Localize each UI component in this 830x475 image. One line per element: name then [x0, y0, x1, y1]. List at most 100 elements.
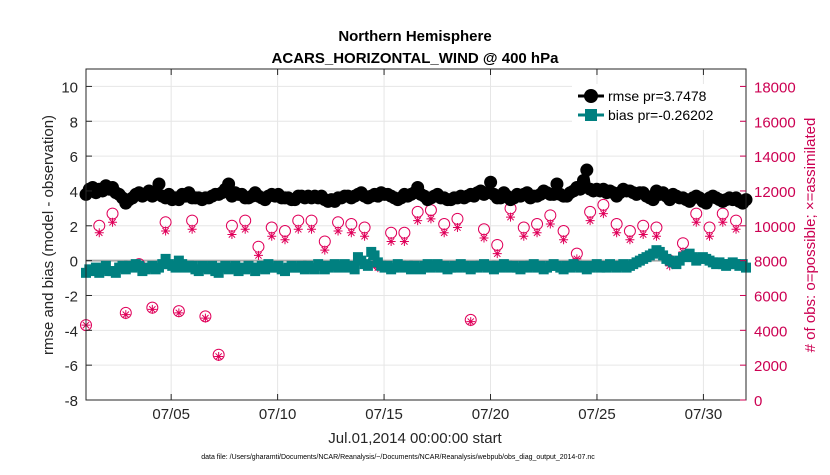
obs-assimilated-marker	[413, 216, 423, 226]
legend-box	[572, 84, 740, 130]
obs-assimilated-marker	[360, 231, 370, 241]
bias-point	[157, 259, 168, 270]
y-right-tick-label: 18000	[754, 79, 796, 96]
bias-point	[110, 267, 121, 278]
obs-assimilated-marker	[506, 212, 516, 222]
x-tick-label: 07/25	[578, 406, 616, 423]
bias-point	[207, 260, 218, 271]
obs-assimilated-marker	[691, 217, 701, 227]
bias-series-layer	[81, 245, 751, 278]
obs-assimilated-marker	[108, 217, 118, 227]
bias-point	[362, 260, 373, 271]
y-right-tick-label: 2000	[754, 358, 787, 375]
y-right-tick-label: 14000	[754, 149, 796, 166]
bias-point	[134, 260, 145, 271]
bias-point	[309, 264, 320, 275]
bias-point	[100, 260, 111, 271]
chart-subtitle: ACARS_HORIZONTAL_WIND @ 400 hPa	[272, 50, 560, 67]
obs-assimilated-marker	[426, 214, 436, 224]
x-tick-label: 07/20	[472, 406, 510, 423]
legend-rmse-label: rmse pr=3.7478	[608, 88, 707, 104]
obs-assimilated-marker	[161, 226, 171, 236]
obs-assimilated-marker	[466, 317, 476, 327]
y-left-tick-label: 2	[70, 219, 78, 236]
obs-assimilated-marker	[253, 250, 263, 260]
obs-assimilated-marker	[559, 235, 569, 245]
obs-assimilated-marker	[625, 235, 635, 245]
y-left-tick-label: 6	[70, 149, 78, 166]
obs-assimilated-marker	[227, 230, 237, 239]
obs-assimilated-marker	[214, 351, 224, 361]
obs-assimilated-marker	[320, 245, 330, 255]
obs-assimilated-marker	[731, 224, 741, 234]
rmse-point	[580, 163, 594, 177]
bias-point	[260, 264, 271, 275]
obs-assimilated-marker	[333, 226, 343, 236]
bias-point	[193, 266, 204, 277]
obs-assimilated-marker	[346, 228, 356, 238]
obs-assimilated-marker	[585, 216, 595, 226]
bias-point	[349, 264, 360, 275]
obs-assimilated-marker	[598, 209, 608, 219]
obs-assimilated-marker	[399, 236, 409, 246]
y-left-tick-label: -8	[65, 393, 78, 410]
obs-assimilated-marker	[293, 224, 303, 234]
obs-assimilated-marker	[612, 228, 622, 238]
y-axis-left-label: rmse and bias (model - observation)	[40, 115, 57, 355]
legend-bias-label: bias pr=-0.26202	[608, 107, 714, 123]
obs-assimilated-marker	[452, 223, 462, 233]
obs-assimilated-marker	[572, 254, 582, 264]
x-tick-label: 07/30	[685, 406, 723, 423]
obs-assimilated-marker	[651, 231, 661, 241]
bias-point	[369, 250, 380, 261]
obs-assimilated-marker	[280, 235, 290, 245]
obs-assimilated-marker	[519, 231, 529, 241]
x-tick-label: 07/05	[152, 406, 190, 423]
y-axis-right-label: # of obs: o=possible; ×=assimilated	[802, 118, 819, 353]
obs-assimilated-marker	[479, 233, 489, 243]
obs-assimilated-marker	[174, 308, 184, 318]
obs-assimilated-marker	[718, 217, 728, 227]
bias-point	[213, 267, 224, 278]
legend-rmse-marker	[584, 89, 598, 103]
obs-assimilated-marker	[545, 219, 555, 229]
y-right-tick-label: 10000	[754, 219, 796, 236]
obs-assimilated-marker	[200, 313, 210, 323]
y-left-tick-label: 4	[70, 184, 78, 201]
obs-assimilated-marker	[492, 249, 502, 259]
obs-assimilated-marker	[705, 231, 715, 241]
y-right-tick-label: 8000	[754, 254, 787, 271]
obs-assimilated-marker	[267, 231, 277, 241]
obs-assimilated-marker	[240, 224, 250, 234]
legend-bias-marker	[585, 109, 597, 121]
plot-frame	[85, 68, 747, 401]
x-axis-label: Jul.01,2014 00:00:00 start	[328, 430, 502, 447]
rmse-point	[152, 177, 166, 191]
obs-assimilated-marker	[386, 236, 396, 246]
y-right-tick-label: 4000	[754, 323, 787, 340]
obs-assimilated-marker	[439, 228, 449, 238]
legend: rmse pr=3.7478 bias pr=-0.26202	[572, 84, 740, 130]
y-left-tick-label: 0	[70, 254, 78, 271]
y-left-tick-label: -2	[65, 288, 78, 305]
bias-point	[160, 253, 171, 264]
y-right-tick-label: 0	[754, 393, 762, 410]
chart-title: Northern Hemisphere	[338, 28, 491, 45]
obs-assimilated-marker	[307, 224, 317, 234]
obs-assimilated-marker	[147, 304, 157, 314]
x-tick-label: 07/15	[365, 406, 403, 423]
y-left-tick-label: 8	[70, 114, 78, 131]
obs-assimilated-marker	[121, 310, 131, 320]
axes-layer: 10 8 6 4 2 0 -2 -4 -6 -8 18000 16000 14000 12000 10000…	[61, 69, 796, 423]
obs-assimilated-marker	[638, 230, 648, 239]
y-right-tick-label: 6000	[754, 288, 787, 305]
y-left-tick-label: -4	[65, 323, 78, 340]
bias-point	[170, 262, 181, 273]
rmse-point	[550, 177, 564, 191]
obs-assimilated-marker	[94, 228, 104, 238]
rmse-point	[484, 175, 498, 189]
obs-assimilated-marker	[187, 224, 197, 234]
obs-assimilated-marker	[532, 228, 542, 238]
bias-point	[90, 262, 101, 273]
